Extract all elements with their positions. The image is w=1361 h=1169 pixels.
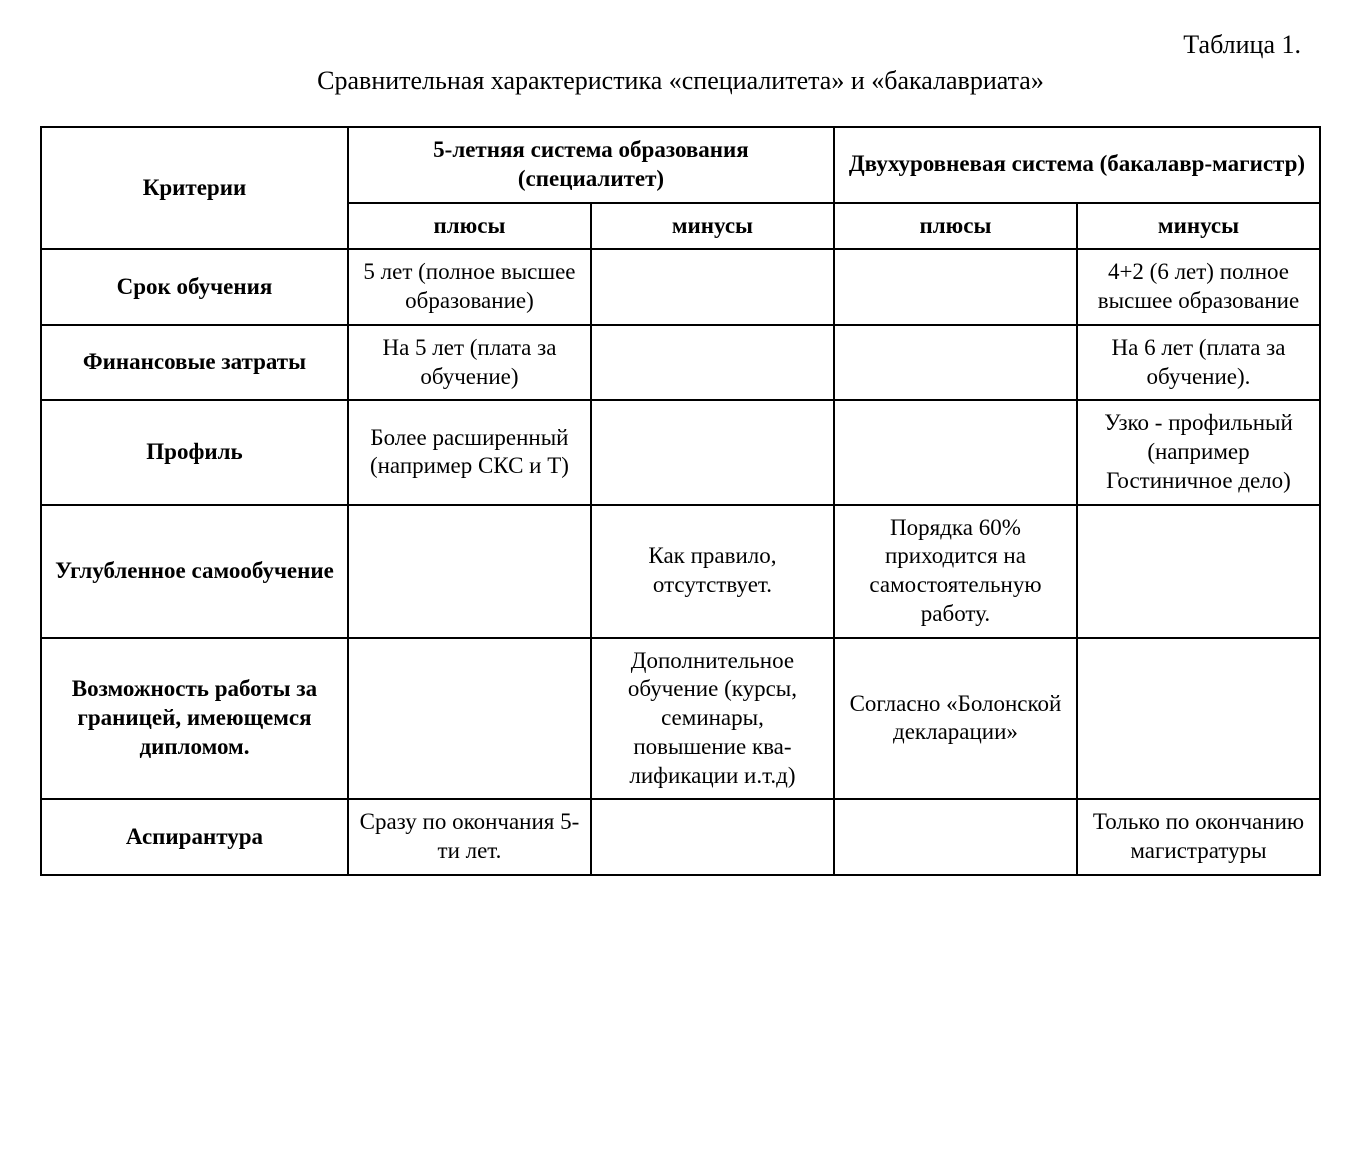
cell-s1-minus [591, 400, 834, 504]
cell-s2-minus: На 6 лет (пла­та за обуче­ние). [1077, 325, 1320, 401]
cell-s2-plus: Согласно «Болонской декларации» [834, 638, 1077, 800]
cell-s2-plus: Порядка 60% приходится на самостоятель­н… [834, 505, 1077, 638]
table-row: Аспирантура Сразу по окон­чания 5-ти лет… [41, 799, 1320, 875]
table-title: Сравнительная характеристика «специалите… [40, 66, 1321, 96]
cell-s2-minus [1077, 505, 1320, 638]
table-row: Финансовые затраты На 5 лет (плата за об… [41, 325, 1320, 401]
cell-s1-minus [591, 325, 834, 401]
table-number-label: Таблица 1. [40, 30, 1321, 60]
table-row: Профиль Более расши­ренный (напри­мер СК… [41, 400, 1320, 504]
col-header-s2-plus: плюсы [834, 203, 1077, 250]
cell-s1-minus [591, 799, 834, 875]
cell-s2-minus: Узко - профильный (например Гостиничное … [1077, 400, 1320, 504]
cell-s1-minus [591, 249, 834, 325]
cell-s1-plus: На 5 лет (плата за обучение) [348, 325, 591, 401]
col-header-s2-minus: минусы [1077, 203, 1320, 250]
cell-s1-plus [348, 638, 591, 800]
cell-s1-plus: Сразу по окон­чания 5-ти лет. [348, 799, 591, 875]
row-criteria: Срок обучения [41, 249, 348, 325]
col-header-s1-plus: плюсы [348, 203, 591, 250]
table-row: Возможность работы за границей, имеющемс… [41, 638, 1320, 800]
col-header-criteria: Критерии [41, 127, 348, 249]
cell-s2-plus [834, 325, 1077, 401]
row-criteria: Профиль [41, 400, 348, 504]
cell-s2-plus [834, 400, 1077, 504]
cell-s2-minus: 4+2 (6 лет) полное высшее образование [1077, 249, 1320, 325]
cell-s1-plus: 5 лет (полное высшее образование) [348, 249, 591, 325]
table-header-row-1: Критерии 5-летняя система образования (с… [41, 127, 1320, 203]
cell-s2-minus: Только по окончанию магистратуры [1077, 799, 1320, 875]
row-criteria: Возможность работы за границей, имеющемс… [41, 638, 348, 800]
cell-s1-plus [348, 505, 591, 638]
cell-s1-minus: Как правило, отсутствует. [591, 505, 834, 638]
cell-s2-minus [1077, 638, 1320, 800]
col-header-system1: 5-летняя система образования (специалите… [348, 127, 834, 203]
cell-s2-plus [834, 249, 1077, 325]
cell-s1-plus: Более расши­ренный (напри­мер СКС и Т) [348, 400, 591, 504]
cell-s2-plus [834, 799, 1077, 875]
table-row: Углубленное самообучение Как правило, от… [41, 505, 1320, 638]
row-criteria: Финансовые затраты [41, 325, 348, 401]
comparison-table: Критерии 5-летняя система образования (с… [40, 126, 1321, 876]
row-criteria: Аспирантура [41, 799, 348, 875]
col-header-system2: Двухуровневая система (бакалавр-магистр) [834, 127, 1320, 203]
row-criteria: Углубленное самообучение [41, 505, 348, 638]
col-header-s1-minus: минусы [591, 203, 834, 250]
table-row: Срок обучения 5 лет (полное высшее образ… [41, 249, 1320, 325]
cell-s1-minus: Дополнительное обучение (кур­сы, семинар… [591, 638, 834, 800]
